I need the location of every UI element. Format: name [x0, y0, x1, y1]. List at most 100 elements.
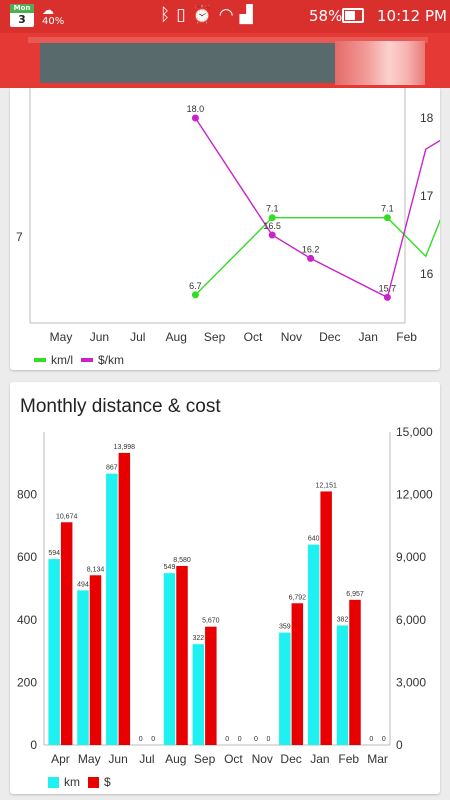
cloud-icon: ☁ [42, 3, 54, 17]
x-tick-label: Jan [359, 330, 378, 344]
right-tick-label: 17 [420, 189, 434, 203]
bluetooth-icon: ᛒ [160, 5, 177, 25]
vibrate-icon: ▯ [176, 5, 192, 25]
alarm-icon: ⏰ [191, 5, 219, 25]
left-tick-label: 200 [17, 675, 37, 689]
right-tick-label: 12,000 [396, 488, 433, 502]
battery-icon [342, 8, 364, 23]
data-label-km: 0 [225, 736, 229, 743]
right-tick-label: 15,000 [396, 425, 433, 439]
right-tick-label: 0 [396, 738, 403, 752]
weather-indicator: ☁ 40% [42, 4, 64, 27]
data-label-cost: 6,957 [346, 591, 364, 598]
legend-item-cost-per-km: $/km [81, 353, 124, 367]
bar-km [279, 632, 291, 745]
data-point-cost-per-km [307, 254, 315, 262]
x-tick-label: Feb [396, 330, 417, 344]
calendar-icon: Mon 3 [10, 4, 34, 27]
x-tick-label: Aug [165, 752, 186, 766]
data-label: 16.5 [263, 221, 281, 231]
left-tick-label: 600 [17, 550, 37, 564]
data-point-cost-per-km [268, 231, 276, 239]
bar-km [77, 590, 89, 745]
data-label-cost: 6,792 [289, 594, 307, 601]
right-tick-label: 18 [420, 111, 434, 125]
data-label-km: 382 [337, 616, 349, 623]
data-label-km: 640 [308, 536, 320, 543]
bar-km [106, 473, 118, 745]
bar-cost [176, 565, 188, 745]
data-label: 7.1 [266, 204, 279, 214]
series-line-cost-per-km [194, 117, 440, 299]
obscured-action[interactable] [335, 41, 425, 85]
efficiency-legend: km/l $/km [34, 353, 124, 367]
x-tick-label: Nov [281, 330, 302, 344]
chart-title: Monthly distance & cost [20, 396, 221, 417]
data-label: 7.1 [381, 204, 394, 214]
legend-swatch-km [48, 776, 59, 788]
legend-label-cost-per-km: $/km [98, 353, 125, 367]
data-label: 16.2 [302, 244, 320, 254]
bar-cost [349, 599, 361, 745]
data-label: 6.7 [189, 281, 202, 291]
data-label-km: 594 [48, 550, 60, 557]
bar-cost [60, 522, 73, 745]
data-point-kml [383, 214, 391, 222]
data-label-km: 549 [164, 564, 176, 571]
data-point-cost-per-km [383, 293, 391, 301]
x-tick-label: Feb [338, 752, 359, 766]
right-tick-label: 3,000 [396, 675, 426, 689]
bar-cost [291, 603, 304, 745]
signal-icon: ▟ [239, 5, 259, 25]
data-label-km: 867 [106, 465, 118, 472]
right-tick-label: 9,000 [396, 550, 426, 564]
monthly-chart: 0 200 400 600 800 0 3,000 6,000 9,000 12,000 15,00… [17, 425, 433, 766]
monthly-chart-card: Monthly distance & cost 0 200 400 600 800 0 3,… [10, 382, 440, 794]
data-label-km: 0 [254, 736, 258, 743]
monthly-legend: km $ [48, 775, 111, 789]
bar-cost [118, 452, 131, 745]
x-tick-label: Jul [139, 752, 154, 766]
bar-km [48, 559, 60, 745]
data-label-cost: 0 [382, 736, 386, 743]
weather-value: 40% [42, 16, 65, 27]
data-label-km: 322 [192, 635, 204, 642]
x-tick-label: Sep [194, 752, 216, 766]
left-tick-label: 7 [16, 230, 23, 244]
data-label-km: 0 [139, 736, 143, 743]
clock: 10:12 PM [377, 7, 447, 25]
data-label: 18.0 [187, 104, 205, 114]
x-tick-label: Nov [252, 752, 273, 766]
right-tick-label: 6,000 [396, 613, 426, 627]
data-label-cost: 0 [151, 736, 155, 743]
battery-percent: 58% [309, 7, 343, 25]
obscured-title [40, 43, 335, 83]
data-label-cost: 0 [238, 736, 242, 743]
x-tick-label: Oct [224, 752, 243, 766]
legend-item-kml: km/l [34, 353, 73, 367]
bar-km [192, 644, 205, 745]
x-tick-label: May [78, 752, 101, 766]
x-tick-label: Jul [130, 330, 145, 344]
bar-cost [320, 491, 332, 745]
right-tick-label: 16 [420, 267, 434, 281]
left-tick-label: 800 [17, 488, 37, 502]
app-bar [0, 33, 450, 88]
x-tick-label: Oct [244, 330, 263, 344]
data-point-cost-per-km [191, 114, 199, 122]
efficiency-chart: 7 16 17 18 May Jun Jul Aug Sep Oct Nov Dec Jan Feb 6.7… [16, 88, 440, 344]
data-label-cost: 5,670 [202, 618, 220, 625]
legend-item-km: km [48, 775, 80, 789]
legend-swatch-kml [34, 358, 46, 362]
x-tick-label: Mar [367, 752, 388, 766]
calendar-month: Mon [10, 4, 34, 13]
x-tick-label: Dec [319, 330, 340, 344]
data-label: 15.7 [379, 283, 397, 293]
efficiency-chart-card: 7 16 17 18 May Jun Jul Aug Sep Oct Nov Dec Jan Feb 6.7… [10, 88, 440, 370]
legend-label-cost: $ [104, 775, 111, 789]
x-tick-label: Aug [166, 330, 187, 344]
data-label-km: 0 [369, 736, 373, 743]
bar-cost [89, 575, 102, 745]
status-bar: Mon 3 ☁ 40% ᛒ▯⏰◠▟ 58% 10:12 PM [0, 0, 450, 33]
